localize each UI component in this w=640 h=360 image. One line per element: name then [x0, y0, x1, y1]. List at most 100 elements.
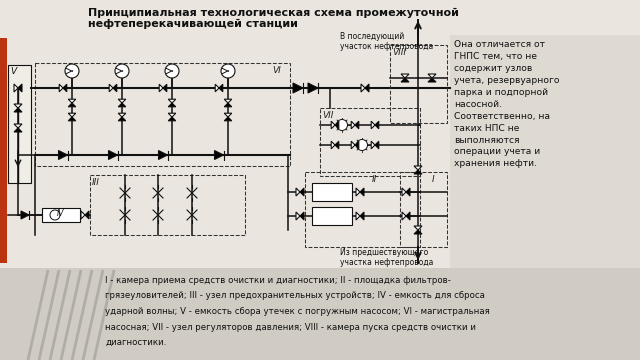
Polygon shape: [293, 83, 303, 93]
Bar: [320, 108, 420, 176]
Polygon shape: [428, 74, 436, 78]
Bar: [312, 183, 352, 201]
Bar: [90, 175, 245, 235]
Bar: [0, 268, 640, 360]
Text: насосная; VII - узел регуляторов давления; VIII - камера пуска средств очистки и: насосная; VII - узел регуляторов давлени…: [105, 323, 476, 332]
Polygon shape: [60, 84, 63, 92]
Polygon shape: [414, 226, 422, 230]
Polygon shape: [355, 121, 359, 129]
Polygon shape: [58, 150, 67, 159]
Bar: [35, 63, 290, 166]
Bar: [8, 65, 31, 183]
Polygon shape: [63, 84, 67, 92]
Polygon shape: [351, 121, 355, 129]
Polygon shape: [355, 141, 359, 149]
Polygon shape: [224, 103, 232, 107]
Text: III: III: [92, 178, 100, 187]
Text: I: I: [432, 175, 435, 184]
Polygon shape: [224, 113, 232, 117]
Polygon shape: [414, 166, 422, 170]
Polygon shape: [21, 211, 29, 219]
Polygon shape: [81, 211, 85, 219]
Polygon shape: [356, 188, 360, 196]
Polygon shape: [332, 121, 335, 129]
Polygon shape: [401, 74, 409, 78]
Polygon shape: [351, 141, 355, 149]
Polygon shape: [375, 121, 379, 129]
Polygon shape: [118, 113, 126, 117]
Polygon shape: [224, 117, 232, 121]
Text: Принципиальная технологическая схема промежуточной: Принципиальная технологическая схема про…: [88, 8, 459, 18]
Polygon shape: [300, 188, 304, 196]
Polygon shape: [168, 103, 176, 107]
Polygon shape: [118, 117, 126, 121]
Polygon shape: [296, 188, 300, 196]
Text: V: V: [10, 67, 16, 76]
Polygon shape: [406, 188, 410, 196]
Circle shape: [115, 64, 129, 78]
Polygon shape: [118, 103, 126, 107]
Polygon shape: [14, 128, 22, 132]
Polygon shape: [360, 188, 364, 196]
Bar: [312, 207, 352, 225]
Polygon shape: [360, 212, 364, 220]
Text: грязеуловителей; III - узел предохранительных устройств; IV - емкость для сброса: грязеуловителей; III - узел предохраните…: [105, 292, 485, 301]
Polygon shape: [296, 212, 300, 220]
Text: VI: VI: [272, 66, 281, 75]
Polygon shape: [68, 103, 76, 107]
Circle shape: [356, 139, 367, 150]
Bar: [42, 208, 80, 222]
Polygon shape: [375, 141, 379, 149]
Polygon shape: [215, 84, 219, 92]
Text: IV: IV: [57, 208, 65, 217]
Polygon shape: [356, 212, 360, 220]
Polygon shape: [163, 84, 167, 92]
Polygon shape: [224, 99, 232, 103]
Polygon shape: [168, 117, 176, 121]
Polygon shape: [428, 78, 436, 82]
Text: ударной волны; V - емкость сбора утечек с погружным насосом; VI - магистральная: ударной волны; V - емкость сбора утечек …: [105, 307, 490, 316]
Polygon shape: [219, 84, 223, 92]
Polygon shape: [14, 84, 18, 92]
Text: VII: VII: [322, 111, 333, 120]
Polygon shape: [300, 212, 304, 220]
Polygon shape: [68, 99, 76, 103]
Circle shape: [65, 64, 79, 78]
Polygon shape: [406, 212, 410, 220]
Polygon shape: [159, 84, 163, 92]
Polygon shape: [214, 150, 223, 159]
Polygon shape: [371, 141, 375, 149]
Polygon shape: [109, 150, 118, 159]
Circle shape: [221, 64, 235, 78]
Polygon shape: [414, 230, 422, 234]
Circle shape: [50, 210, 60, 220]
Polygon shape: [68, 117, 76, 121]
Circle shape: [337, 120, 348, 130]
Circle shape: [165, 64, 179, 78]
Polygon shape: [113, 84, 116, 92]
Text: В последующий
участок нефтепровода: В последующий участок нефтепровода: [340, 32, 433, 51]
Polygon shape: [401, 78, 409, 82]
Polygon shape: [402, 212, 406, 220]
Polygon shape: [14, 108, 22, 112]
Polygon shape: [335, 141, 339, 149]
Polygon shape: [85, 211, 89, 219]
Text: VIII: VIII: [392, 48, 406, 57]
Bar: [0, 0, 640, 268]
Polygon shape: [68, 113, 76, 117]
Polygon shape: [14, 124, 22, 128]
Polygon shape: [365, 84, 369, 92]
Bar: [450, 35, 640, 268]
Text: I - камера приема средств очистки и диагностики; II - площадка фильтров-: I - камера приема средств очистки и диаг…: [105, 276, 451, 285]
Text: II: II: [372, 175, 377, 184]
Polygon shape: [168, 113, 176, 117]
Bar: [390, 45, 447, 123]
Polygon shape: [109, 84, 113, 92]
Text: нефтеперекачивающей станции: нефтеперекачивающей станции: [88, 19, 298, 29]
Bar: [400, 172, 447, 247]
Polygon shape: [18, 84, 22, 92]
Polygon shape: [335, 121, 339, 129]
Polygon shape: [371, 121, 375, 129]
Polygon shape: [332, 141, 335, 149]
Text: диагностики.: диагностики.: [105, 338, 166, 347]
